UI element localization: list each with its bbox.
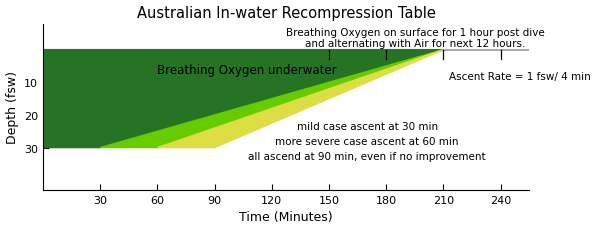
Text: Ascent Rate = 1 fsw/ 4 min: Ascent Rate = 1 fsw/ 4 min: [449, 71, 591, 81]
Polygon shape: [157, 50, 443, 148]
Text: Breathing Oxygen on surface for 1 hour post dive
and alternating with Air for ne: Breathing Oxygen on surface for 1 hour p…: [286, 28, 544, 49]
Title: Australian In-water Recompression Table: Australian In-water Recompression Table: [137, 5, 436, 20]
Text: Breathing Oxygen underwater: Breathing Oxygen underwater: [157, 63, 337, 76]
Polygon shape: [43, 50, 443, 148]
Text: mild case ascent at 30 min
more severe case ascent at 60 min
all ascend at 90 mi: mild case ascent at 30 min more severe c…: [248, 122, 486, 161]
Polygon shape: [100, 50, 443, 148]
Y-axis label: Depth (fsw): Depth (fsw): [5, 71, 19, 144]
X-axis label: Time (Minutes): Time (Minutes): [239, 210, 333, 224]
